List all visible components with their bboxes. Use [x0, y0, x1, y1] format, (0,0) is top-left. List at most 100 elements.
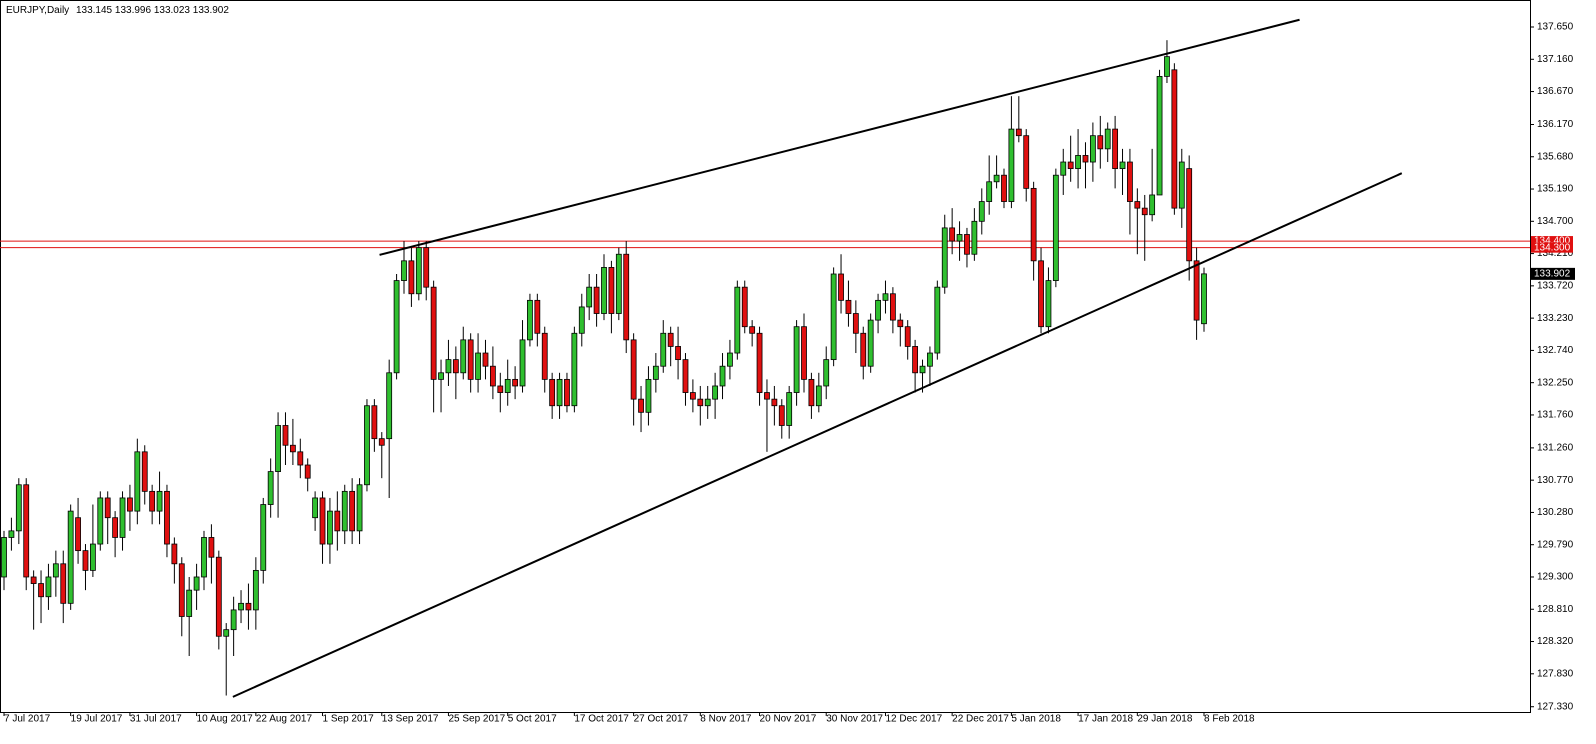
candle-body [60, 563, 67, 604]
candle-body [445, 359, 452, 374]
candle-body [897, 319, 904, 328]
candle-body [408, 260, 415, 295]
x-tick-label: 25 Sep 2017 [448, 714, 505, 725]
candle-body [334, 510, 341, 532]
x-tick-label: 7 Jul 2017 [4, 714, 51, 725]
candle-body [764, 392, 770, 400]
candle-body [927, 352, 933, 367]
candle-body [1082, 155, 1089, 163]
y-tick-label: 131.260 [1537, 443, 1574, 454]
y-tick-label: 129.300 [1537, 572, 1574, 583]
candle-body [1052, 174, 1059, 281]
candle-body [38, 583, 44, 598]
candle-body [23, 484, 30, 578]
candle-body [1119, 161, 1126, 170]
x-tick-label: 31 Jul 2017 [130, 714, 182, 725]
candle-body [1171, 69, 1178, 209]
header-close: 133.902 [193, 5, 230, 16]
candle-body [260, 504, 267, 571]
candle-body [571, 332, 578, 407]
candle-body [638, 398, 644, 413]
header-low: 133.023 [154, 5, 191, 16]
x-tick-label: 12 Dec 2017 [885, 714, 942, 725]
candle-body [312, 497, 319, 519]
candle-body [838, 273, 844, 301]
y-tick-label: 127.330 [1537, 701, 1574, 712]
candle-body [1075, 155, 1081, 170]
last-price-label: 133.902 [1534, 269, 1571, 280]
plot-frame [0, 0, 1531, 713]
price-label: 134.300 [1534, 242, 1571, 253]
candle-body [112, 517, 119, 538]
x-tick-label: 19 Jul 2017 [71, 714, 123, 725]
candle-body [1023, 135, 1030, 189]
candle-body [860, 332, 867, 367]
candle-body [675, 346, 681, 361]
candle-body [719, 365, 726, 387]
candle-body [186, 589, 193, 617]
candle-body [245, 602, 252, 611]
candle-body [623, 253, 630, 341]
candle-body [734, 286, 741, 354]
candle-body [741, 286, 748, 328]
candle-body [867, 319, 874, 367]
candle-body [149, 490, 156, 512]
candle-body [830, 273, 837, 361]
candle-body [275, 425, 281, 472]
y-tick-label: 137.160 [1537, 54, 1574, 65]
candle-body [727, 352, 733, 367]
candle-body [67, 510, 74, 604]
x-tick-label: 5 Jan 2018 [1011, 714, 1061, 725]
candle-body [1045, 280, 1052, 328]
y-tick-label: 130.280 [1537, 507, 1574, 518]
candle-body [104, 497, 111, 519]
candle-body [215, 556, 222, 637]
candle-body [341, 490, 348, 532]
candle-body [601, 267, 607, 314]
candle-body [223, 629, 230, 637]
candle-body [208, 537, 215, 558]
y-tick-label: 133.720 [1537, 280, 1574, 291]
candle-body [645, 378, 652, 413]
y-tick-label: 134.700 [1537, 216, 1574, 227]
candle-body [452, 359, 459, 374]
candle-body [1, 537, 7, 578]
candle-body [823, 359, 830, 387]
x-tick-label: 10 Aug 2017 [197, 714, 254, 725]
last-price-box [1531, 267, 1575, 280]
candle-body [134, 451, 141, 512]
x-tick-label: 22 Aug 2017 [256, 714, 313, 725]
candle-body [171, 543, 178, 565]
candle-body [193, 576, 200, 591]
candle-body [934, 286, 941, 354]
y-tick-label: 130.770 [1537, 475, 1574, 486]
candle-body [327, 510, 333, 545]
candle-body [956, 234, 963, 242]
candle-body [1038, 260, 1044, 328]
y-tick-label: 127.830 [1537, 668, 1574, 679]
candle-body [1030, 187, 1037, 262]
candle-body [593, 286, 600, 314]
candle-body [364, 405, 370, 486]
candle-body [371, 405, 378, 440]
candle-body [378, 438, 385, 446]
candle-body [845, 299, 852, 314]
candle-body [889, 293, 896, 321]
candle-body [697, 398, 704, 407]
candle-body [704, 398, 711, 407]
candle-body [949, 227, 956, 242]
x-tick-label: 27 Oct 2017 [634, 714, 689, 725]
x-tick-label: 8 Nov 2017 [700, 714, 752, 725]
candle-body [201, 537, 207, 578]
candle-body [1067, 161, 1074, 170]
x-tick-label: 17 Jan 2018 [1078, 714, 1133, 725]
candle-body [771, 398, 778, 407]
candle-body [815, 385, 822, 407]
candle-body [178, 563, 185, 617]
candle-body [652, 365, 659, 380]
y-tick-label: 128.320 [1537, 636, 1574, 647]
candle-body [912, 346, 919, 374]
candle-body [504, 378, 511, 393]
candle-body [904, 326, 911, 347]
candle-body [45, 576, 52, 598]
